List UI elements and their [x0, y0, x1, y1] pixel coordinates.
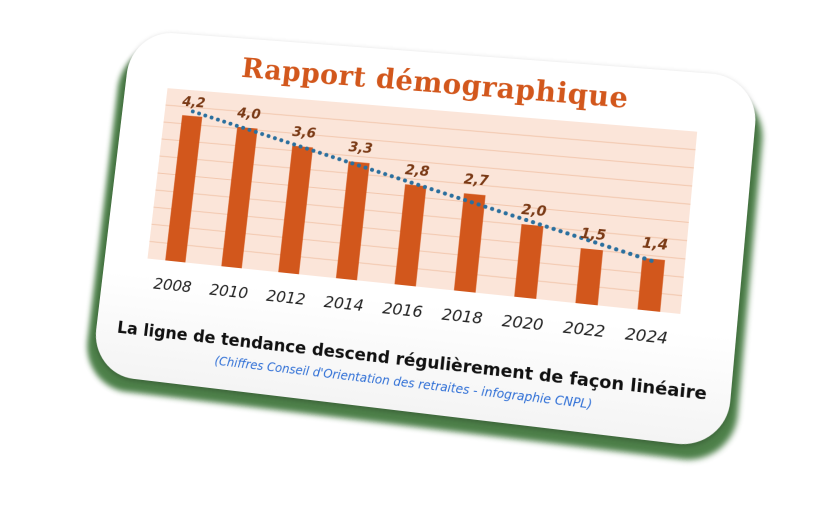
bar-chart: 4,2 4,0 3,6 3,3 2,8 2,7 2,0 1,5 1,4 2008 2010 2012 2…	[143, 88, 697, 355]
infographic-card: Rapport démographique 4,2 4,0 3,6 3,3 2,8 2,7…	[91, 30, 760, 450]
x-tick-2022: 2022	[562, 318, 606, 341]
value-label-2022: 1,5	[580, 225, 607, 244]
value-label-2012: 3,6	[291, 124, 316, 142]
value-label-2018: 2,7	[463, 171, 490, 190]
x-tick-2012: 2012	[265, 286, 306, 308]
x-tick-2018: 2018	[441, 305, 484, 328]
x-tick-2008: 2008	[153, 275, 193, 297]
x-tick-2020: 2020	[501, 311, 544, 334]
x-tick-2024: 2024	[624, 324, 668, 348]
value-label-2024: 1,4	[641, 235, 668, 254]
x-tick-2010: 2010	[209, 280, 250, 302]
value-label-2010: 4,0	[235, 105, 261, 123]
x-tick-2014: 2014	[323, 293, 365, 316]
value-label-2008: 4,2	[180, 94, 206, 112]
value-label-2020: 2,0	[521, 202, 548, 221]
plot-area: 4,2 4,0 3,6 3,3 2,8 2,7 2,0 1,5 1,4 2008 2010 2012 2…	[143, 88, 697, 355]
value-label-2016: 2,8	[404, 162, 430, 180]
x-tick-2016: 2016	[382, 299, 424, 322]
value-label-2014: 3,3	[348, 139, 374, 157]
